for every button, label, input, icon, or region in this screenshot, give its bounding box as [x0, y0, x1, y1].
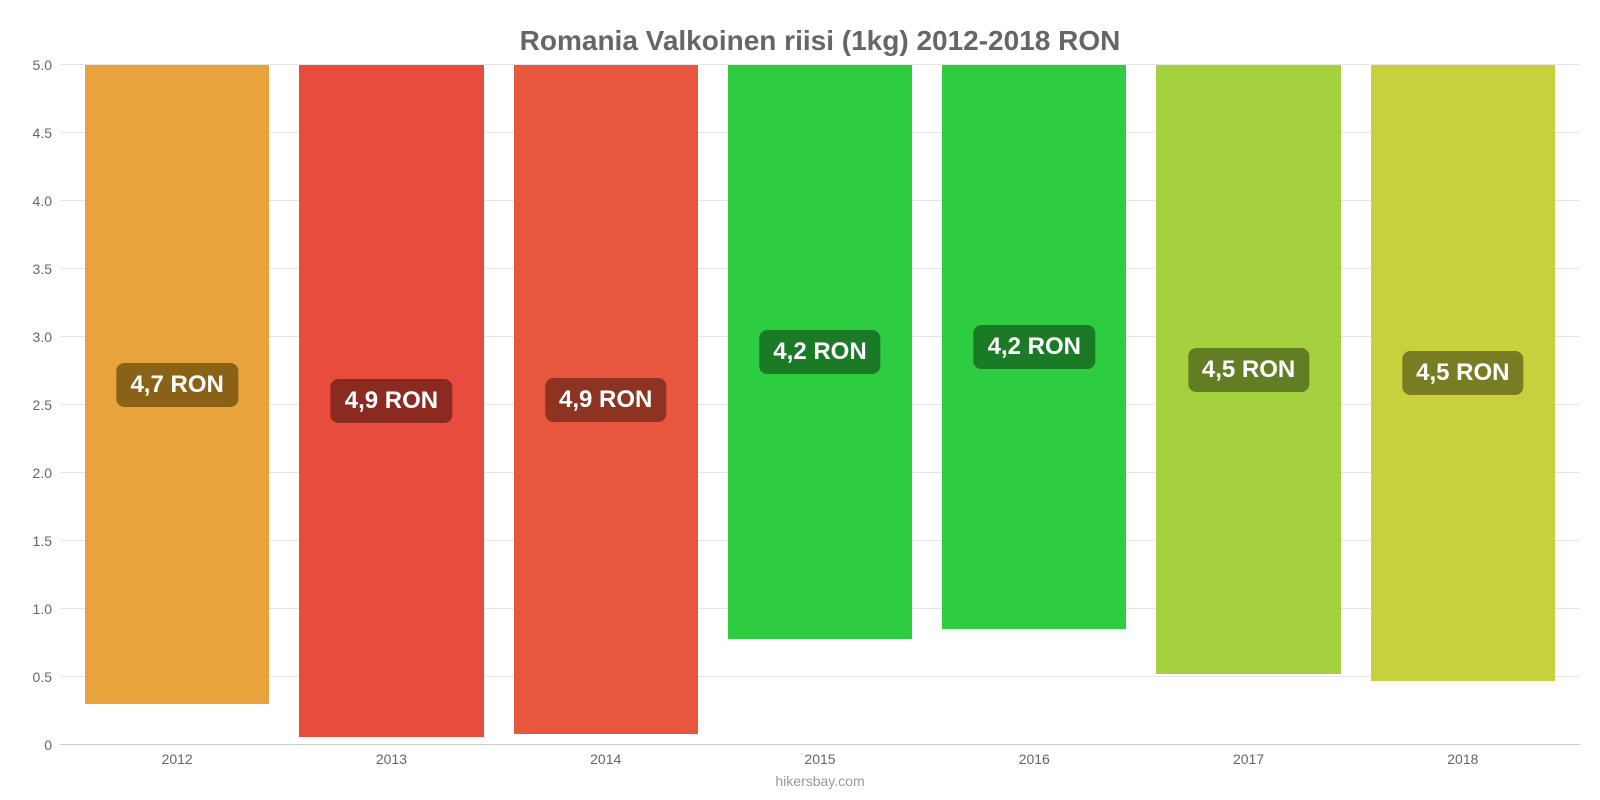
bar: 4,2 RON — [942, 65, 1126, 629]
bar-value-label: 4,5 RON — [1188, 348, 1309, 392]
bar-slot: 4,9 RON — [284, 65, 498, 745]
bar: 4,7 RON — [85, 65, 269, 704]
bar-value-label: 4,9 RON — [545, 378, 666, 422]
bar: 4,9 RON — [514, 65, 698, 734]
x-tick-label: 2012 — [70, 751, 284, 767]
bar-value-label: 4,2 RON — [759, 330, 880, 374]
bar: 4,5 RON — [1156, 65, 1340, 674]
chart-title: Romania Valkoinen riisi (1kg) 2012-2018 … — [60, 25, 1580, 57]
x-tick-label: 2013 — [284, 751, 498, 767]
bar-slot: 4,7 RON — [70, 65, 284, 745]
bar-slot: 4,2 RON — [927, 65, 1141, 745]
bar-slot: 4,5 RON — [1356, 65, 1570, 745]
bar: 4,5 RON — [1371, 65, 1555, 681]
bar-value-label: 4,7 RON — [116, 363, 237, 407]
y-tick-label: 3.5 — [33, 261, 52, 277]
y-tick-label: 1.5 — [33, 533, 52, 549]
y-tick-label: 0 — [44, 737, 52, 753]
y-tick-label: 4.0 — [33, 193, 52, 209]
bar-slot: 4,5 RON — [1141, 65, 1355, 745]
y-tick-label: 5.0 — [33, 57, 52, 73]
chart-container: Romania Valkoinen riisi (1kg) 2012-2018 … — [0, 0, 1600, 800]
bar-value-label: 4,5 RON — [1402, 351, 1523, 395]
x-tick-label: 2015 — [713, 751, 927, 767]
x-tick-label: 2018 — [1356, 751, 1570, 767]
y-tick-label: 4.5 — [33, 125, 52, 141]
y-tick-label: 0.5 — [33, 669, 52, 685]
y-tick-label: 3.0 — [33, 329, 52, 345]
y-axis: 00.51.01.52.02.53.03.54.04.55.0 — [8, 65, 58, 745]
bars-group: 4,7 RON 4,9 RON 4,9 RON 4,2 RON 4,2 RON 4,5 R… — [60, 65, 1580, 745]
bar-slot: 4,2 RON — [713, 65, 927, 745]
y-tick-label: 2.0 — [33, 465, 52, 481]
plot-area: 00.51.01.52.02.53.03.54.04.55.0 4,7 RON4… — [60, 65, 1580, 745]
x-tick-label: 2016 — [927, 751, 1141, 767]
bar-value-label: 4,2 RON — [974, 325, 1095, 369]
bar: 4,2 RON — [728, 65, 912, 639]
y-tick-label: 2.5 — [33, 397, 52, 413]
bar-value-label: 4,9 RON — [331, 379, 452, 423]
x-tick-label: 2014 — [499, 751, 713, 767]
x-axis-labels: 2012201320142015201620172018 — [60, 745, 1580, 767]
bar: 4,9 RON — [299, 65, 483, 737]
y-tick-label: 1.0 — [33, 601, 52, 617]
x-tick-label: 2017 — [1141, 751, 1355, 767]
bar-slot: 4,9 RON — [499, 65, 713, 745]
attribution-text: hikersbay.com — [60, 773, 1580, 789]
